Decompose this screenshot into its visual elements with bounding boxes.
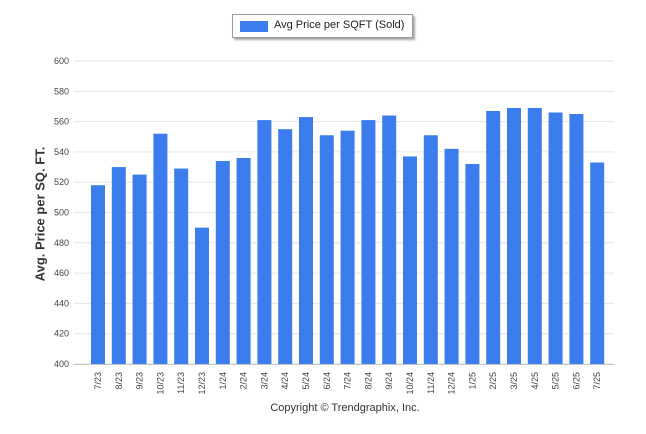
x-tick-label: 11/23 bbox=[176, 372, 186, 394]
bar-9-23 bbox=[132, 174, 147, 364]
x-tick-label: 1/24 bbox=[218, 372, 228, 390]
bar-8-24 bbox=[361, 120, 376, 365]
bar-2-25 bbox=[486, 110, 501, 365]
x-tick-label: 10/24 bbox=[405, 372, 415, 395]
bar-3-24 bbox=[257, 120, 272, 365]
y-tick-labels: 400 420 440 460 480 500 520 540 560 580 600 bbox=[54, 56, 69, 369]
y-tick-label: 400 bbox=[54, 359, 69, 369]
bar-12-24 bbox=[444, 148, 459, 364]
x-tick-label: 7/24 bbox=[343, 372, 353, 390]
bar-1-24 bbox=[215, 160, 230, 364]
legend: Avg Price per SQFT (Sold) bbox=[232, 14, 413, 38]
y-tick-label: 560 bbox=[54, 117, 69, 127]
bar-7-24 bbox=[340, 130, 355, 364]
bar-5-25 bbox=[548, 112, 563, 364]
y-tick-label: 420 bbox=[54, 329, 69, 339]
x-tick-label: 5/24 bbox=[301, 372, 311, 390]
y-tick-label: 600 bbox=[54, 56, 69, 66]
bar-7-23 bbox=[91, 185, 105, 364]
y-tick-label: 580 bbox=[54, 86, 69, 96]
y-tick-label: 540 bbox=[54, 147, 69, 157]
y-tick-label: 460 bbox=[54, 268, 69, 278]
legend-swatch bbox=[240, 21, 268, 32]
bar-6-25 bbox=[569, 114, 584, 365]
x-tick-label: 3/24 bbox=[259, 372, 269, 390]
x-tick-label: 12/24 bbox=[447, 372, 457, 395]
bar-4-25 bbox=[527, 107, 542, 364]
bar-8-23 bbox=[111, 167, 126, 364]
bars bbox=[91, 107, 605, 365]
bar-1-25 bbox=[465, 164, 480, 364]
x-tick-label: 7/23 bbox=[93, 372, 103, 390]
bar-10-23 bbox=[153, 133, 168, 364]
bar-5-24 bbox=[299, 117, 313, 365]
x-tick-label: 2/24 bbox=[239, 372, 249, 390]
x-tick-labels: 7/23 8/23 9/23 10/23 11/23 12/23 1/24 2/24 3/24 4… bbox=[93, 372, 602, 395]
y-tick-label: 440 bbox=[54, 298, 69, 308]
x-tick-label: 7/25 bbox=[592, 372, 602, 390]
bar-11-23 bbox=[174, 168, 189, 364]
x-tick-label: 12/23 bbox=[197, 372, 207, 395]
bar-11-24 bbox=[423, 135, 438, 364]
x-tick-label: 6/25 bbox=[571, 372, 581, 390]
x-tick-label: 10/23 bbox=[155, 372, 165, 395]
x-tick-label: 11/24 bbox=[426, 372, 436, 394]
x-tick-label: 3/25 bbox=[509, 372, 519, 390]
bar-6-24 bbox=[319, 135, 334, 364]
x-tick-label: 1/25 bbox=[467, 372, 477, 390]
x-tick-label: 5/25 bbox=[551, 372, 561, 390]
y-tick-label: 520 bbox=[54, 177, 69, 187]
bar-4-24 bbox=[278, 129, 293, 364]
y-tick-label: 500 bbox=[54, 208, 69, 218]
x-tick-label: 2/25 bbox=[488, 372, 498, 390]
bar-2-24 bbox=[236, 157, 251, 364]
x-tick-label: 9/23 bbox=[135, 372, 145, 390]
bar-12-23 bbox=[195, 227, 209, 364]
bar-9-24 bbox=[382, 115, 397, 364]
bar-7-25 bbox=[590, 162, 605, 364]
x-tick-label: 4/25 bbox=[530, 372, 540, 390]
y-axis-label: Avg. Price per SQ. FT. bbox=[32, 146, 48, 282]
x-tick-label: 8/24 bbox=[363, 372, 373, 390]
bar-3-25 bbox=[507, 107, 521, 364]
x-tick-label: 6/24 bbox=[322, 372, 332, 390]
copyright-text: Copyright © Trendgraphix, Inc. bbox=[270, 402, 420, 414]
x-tick-label: 8/23 bbox=[114, 372, 124, 390]
y-tick-label: 480 bbox=[54, 238, 69, 248]
legend-label: Avg Price per SQFT (Sold) bbox=[274, 19, 405, 31]
x-tick-label: 4/24 bbox=[280, 372, 290, 390]
x-tick-label: 9/24 bbox=[384, 372, 394, 390]
bar-10-24 bbox=[403, 156, 417, 364]
